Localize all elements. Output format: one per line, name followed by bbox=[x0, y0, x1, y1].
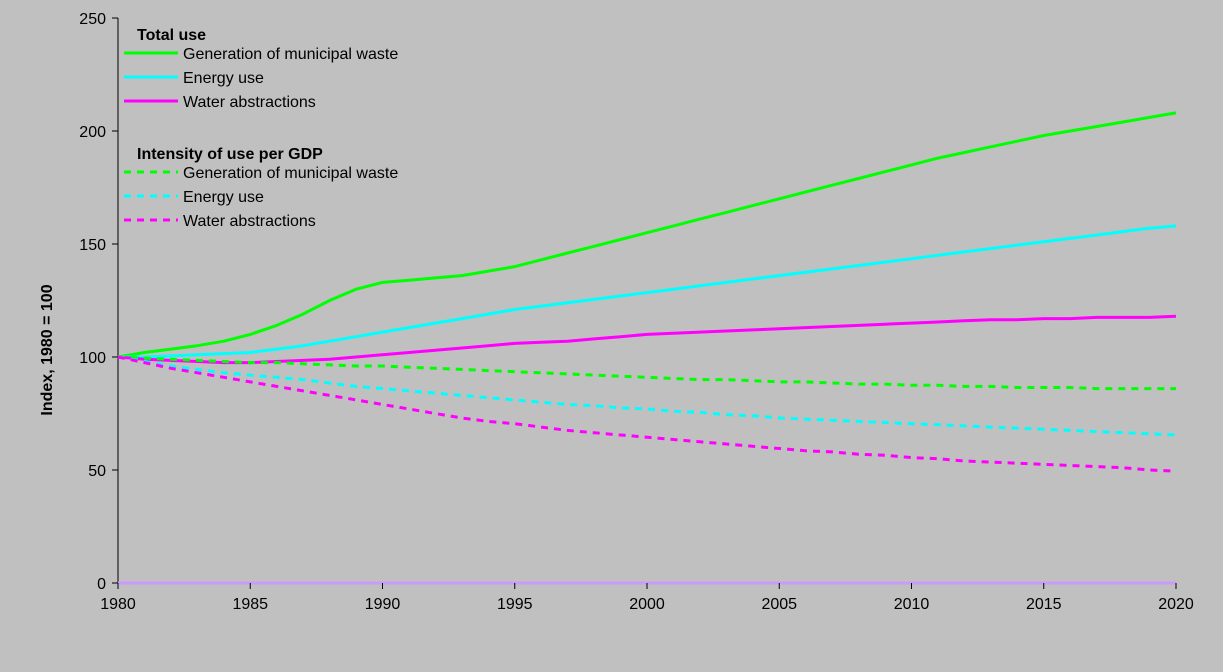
y-tick-label: 150 bbox=[79, 237, 106, 254]
x-tick-label: 1990 bbox=[365, 596, 401, 613]
total-series-line bbox=[118, 226, 1176, 357]
x-tick-label: 2010 bbox=[894, 596, 930, 613]
x-tick-label: 2015 bbox=[1026, 596, 1062, 613]
y-tick-label: 50 bbox=[88, 463, 106, 480]
y-axis-title: Index, 1980 = 100 bbox=[39, 284, 56, 415]
legend-heading: Intensity of use per GDP bbox=[137, 146, 323, 163]
legend-label: Generation of municipal waste bbox=[183, 165, 398, 182]
legend-label: Generation of municipal waste bbox=[183, 46, 398, 63]
intensity-series-line bbox=[118, 357, 1176, 389]
x-tick-label: 2020 bbox=[1158, 596, 1194, 613]
x-tick-label: 2005 bbox=[761, 596, 797, 613]
legend-heading: Total use bbox=[137, 27, 206, 44]
intensity-series-line bbox=[118, 357, 1176, 435]
legend-label: Energy use bbox=[183, 189, 264, 206]
x-tick-label: 1985 bbox=[232, 596, 268, 613]
x-tick-label: 2000 bbox=[629, 596, 665, 613]
x-tick-label: 1995 bbox=[497, 596, 533, 613]
y-tick-label: 250 bbox=[79, 11, 106, 28]
x-tick-label: 1980 bbox=[100, 596, 136, 613]
legend: Total use Generation of municipal waste En… bbox=[124, 27, 398, 230]
intensity-series-line bbox=[118, 357, 1176, 471]
legend-label: Water abstractions bbox=[183, 213, 316, 230]
y-tick-label: 100 bbox=[79, 350, 106, 367]
y-tick-label: 0 bbox=[97, 576, 106, 593]
legend-label: Water abstractions bbox=[183, 94, 316, 111]
y-tick-label: 200 bbox=[79, 124, 106, 141]
total-series-line bbox=[118, 316, 1176, 362]
legend-label: Energy use bbox=[183, 70, 264, 87]
